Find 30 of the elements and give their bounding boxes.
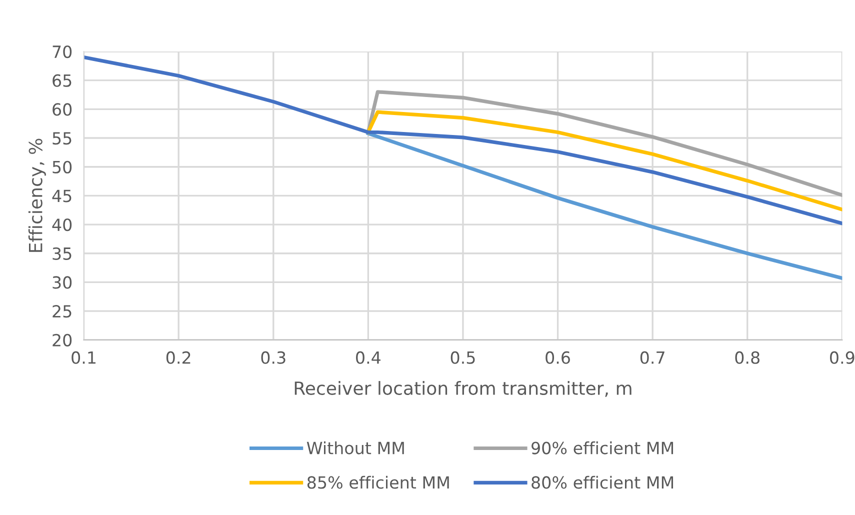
y-tick-label: 30 (52, 276, 72, 289)
line-series (366, 110, 842, 212)
y-tick-label: 25 (52, 305, 72, 318)
y-tick-label: 35 (52, 247, 72, 260)
x-tick-label: 0.2 (166, 351, 190, 364)
x-tick-label: 0.7 (640, 351, 664, 364)
legend-label: Without MM (306, 441, 404, 454)
y-tick-label: 70 (52, 45, 72, 58)
y-tick-label: 65 (52, 74, 72, 87)
line-series (84, 55, 842, 226)
y-tick-label: 20 (52, 334, 72, 346)
x-tick-label: 0.4 (356, 351, 381, 364)
y-tick-label: 40 (52, 218, 72, 232)
legend-label: 85% efficient MM (307, 476, 449, 489)
legend-label: 90% efficient MM (532, 441, 674, 454)
y-tick-label: 50 (52, 160, 72, 174)
y-tick-label: 45 (52, 190, 72, 202)
line-series (366, 90, 842, 197)
x-axis-title: Receiver location from transmitter, m (294, 381, 632, 397)
x-tick-label: 0.3 (261, 351, 286, 364)
x-tick-label: 0.8 (735, 351, 760, 364)
x-tick-label: 0.5 (450, 351, 475, 364)
y-tick-label: 60 (52, 103, 72, 116)
x-tick-label: 0.9 (830, 351, 854, 364)
line-series (366, 132, 842, 280)
y-tick-label: 55 (52, 132, 72, 145)
legend-label: 80% efficient MM (532, 476, 674, 489)
x-tick-label: 0.1 (72, 351, 96, 364)
x-tick-label: 0.6 (546, 351, 570, 364)
y-axis-title: Efficiency, % (28, 138, 46, 252)
